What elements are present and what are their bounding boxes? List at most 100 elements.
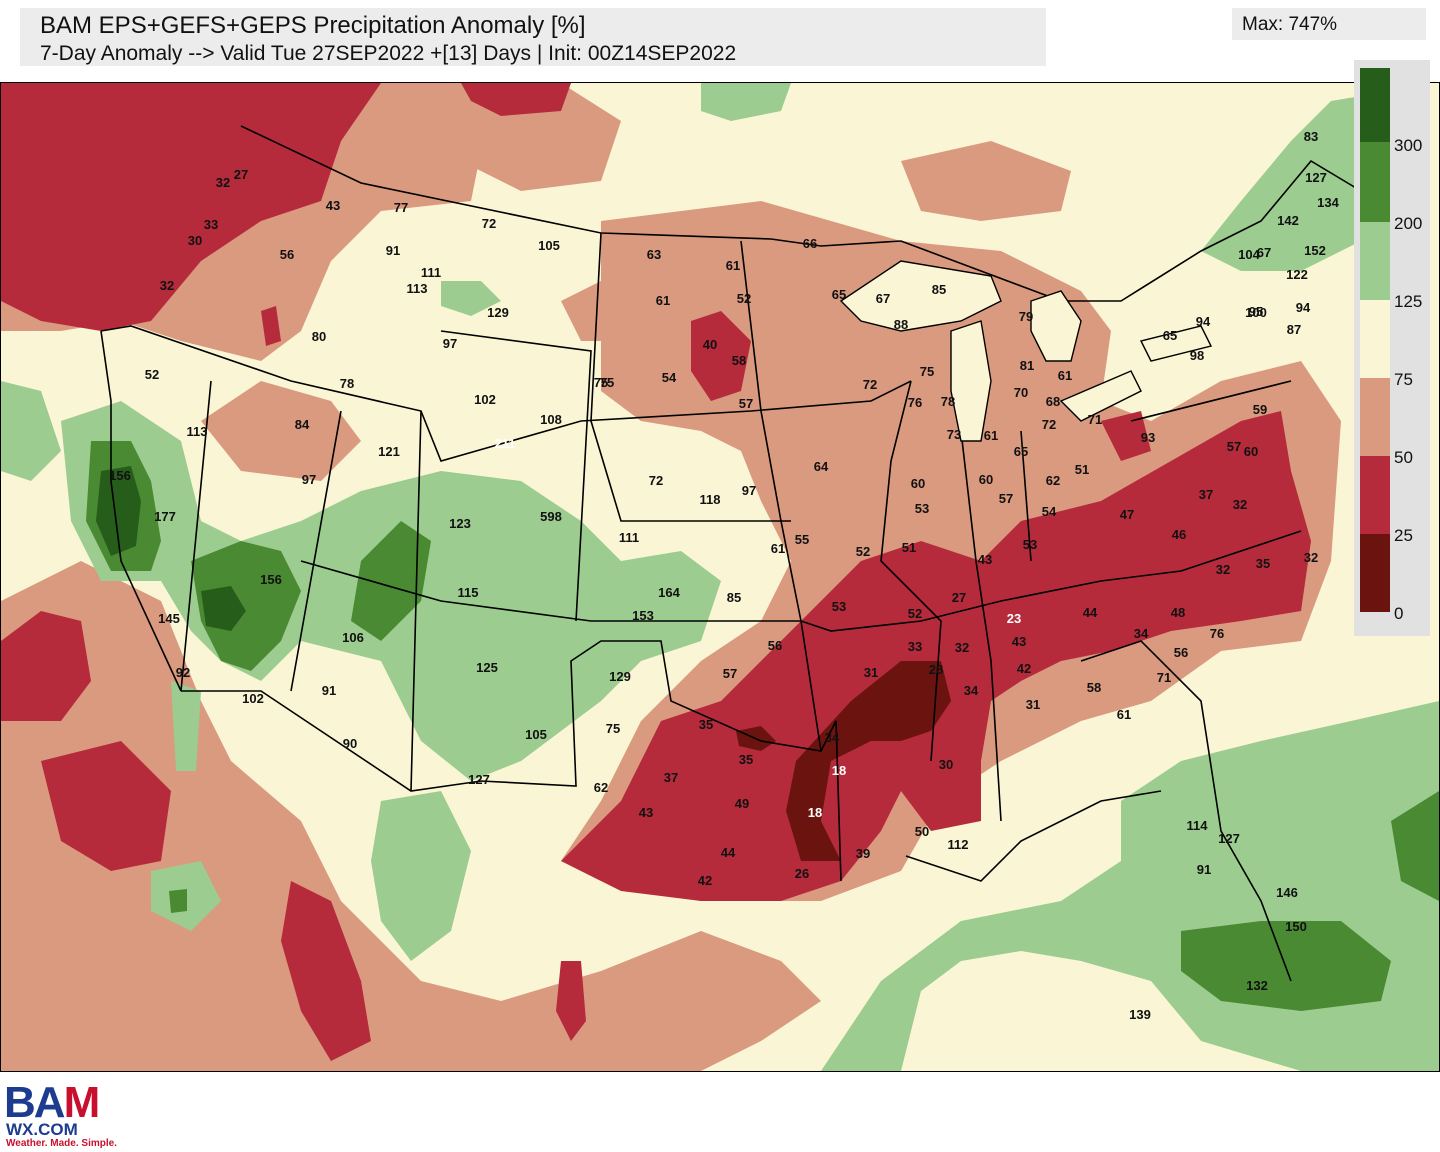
- station-value: 64: [814, 459, 829, 474]
- station-value: 35: [739, 752, 753, 767]
- color-legend: 300 200 125 75 50 25 0: [1354, 60, 1430, 636]
- legend-tick-0: 0: [1394, 604, 1404, 623]
- legend-seg-0: [1360, 534, 1390, 612]
- station-value: 57: [999, 491, 1013, 506]
- station-value: 152: [1304, 243, 1326, 258]
- map-title: BAM EPS+GEFS+GEPS Precipitation Anomaly …: [40, 12, 586, 39]
- station-value: 102: [242, 691, 264, 706]
- station-value: 150: [1285, 919, 1307, 934]
- station-value: 54: [1042, 504, 1057, 519]
- station-value: 134: [1317, 195, 1339, 210]
- legend-seg-75: [1360, 300, 1390, 378]
- station-value: 73: [947, 427, 961, 442]
- station-value: 56: [280, 247, 294, 262]
- station-value: 598: [540, 509, 562, 524]
- station-value: 31: [864, 665, 878, 680]
- bamwx-logo: BAM WX.COM Weather. Made. Simple.: [2, 1074, 142, 1150]
- station-value: 112: [948, 837, 969, 852]
- station-value: 56: [1174, 645, 1188, 660]
- station-value: 50: [915, 824, 929, 839]
- station-value: 91: [322, 683, 336, 698]
- legend-tick-125: 125: [1394, 292, 1423, 311]
- station-value: 49: [735, 796, 749, 811]
- station-value: 91: [1197, 862, 1211, 877]
- station-value: 104: [1238, 247, 1260, 262]
- station-value: 87: [1287, 322, 1301, 337]
- station-value: 88: [894, 317, 908, 332]
- station-value: 129: [487, 305, 509, 320]
- station-value: 66: [803, 236, 817, 251]
- station-value: 164: [658, 585, 680, 600]
- station-value: 61: [771, 541, 785, 556]
- station-value: 111: [619, 530, 639, 545]
- station-value: 75: [920, 364, 934, 379]
- station-value: 32: [1233, 497, 1247, 512]
- station-value: 37: [664, 770, 678, 785]
- logo-mark: BAM: [4, 1078, 100, 1127]
- station-value: 76: [908, 395, 922, 410]
- station-value: 75: [600, 375, 614, 390]
- legend-tick-25: 25: [1394, 526, 1413, 545]
- mississippi-river: [880, 380, 942, 762]
- southeast-coast: [1080, 640, 1292, 982]
- gulf-coast: [905, 790, 1162, 882]
- station-value: 27: [234, 167, 248, 182]
- station-value: 105: [525, 727, 547, 742]
- station-value: 57: [1227, 439, 1241, 454]
- station-value: 115: [458, 585, 479, 600]
- station-value: 34: [964, 683, 979, 698]
- station-value: 44: [721, 845, 736, 860]
- dakotas-nebraska: [590, 232, 791, 522]
- station-value: 113: [187, 424, 208, 439]
- station-value: 97: [302, 472, 316, 487]
- station-value: 52: [856, 544, 870, 559]
- station-value: 156: [109, 468, 131, 483]
- station-value: 61: [1058, 368, 1072, 383]
- max-box: Max: 747%: [1232, 8, 1426, 40]
- station-value: 32: [955, 640, 969, 655]
- station-value: 30: [188, 233, 202, 248]
- station-value: 57: [739, 396, 753, 411]
- station-value: 61: [726, 258, 740, 273]
- legend-seg-25: [1360, 456, 1390, 534]
- station-value: 121: [378, 444, 400, 459]
- station-value: 37: [1199, 487, 1213, 502]
- station-value: 43: [978, 552, 992, 567]
- legend-seg-200: [1360, 142, 1390, 222]
- station-value: 28: [929, 662, 943, 677]
- station-value: 32: [160, 278, 174, 293]
- station-value: 105: [538, 238, 560, 253]
- max-label: Max: 747%: [1242, 14, 1338, 35]
- station-value: 91: [386, 243, 400, 258]
- station-value: 84: [295, 417, 310, 432]
- lake-michigan: [950, 320, 992, 442]
- legend-tick-300: 300: [1394, 136, 1423, 155]
- station-value: 93: [1141, 430, 1155, 445]
- station-value: 26: [795, 866, 809, 881]
- station-value: 102: [474, 392, 496, 407]
- station-value: 51: [1075, 462, 1089, 477]
- station-value: 60: [1244, 444, 1258, 459]
- station-value: 59: [1253, 402, 1267, 417]
- station-value: 85: [727, 590, 741, 605]
- map-panel: 27 32 33 30 32 43 56 77 72 105 91 111 113 129 80 52 78 97…: [0, 82, 1440, 1072]
- northern-tier-lines: [100, 325, 912, 462]
- station-value: 33: [204, 217, 218, 232]
- station-value: 48: [1171, 605, 1185, 620]
- station-value: 98: [1190, 348, 1204, 363]
- station-value: 156: [260, 572, 282, 587]
- station-value: 43: [326, 198, 340, 213]
- lake-erie: [1059, 370, 1142, 422]
- anomaly-map: 2732333032435677721059111111312980527897…: [1, 83, 1439, 1071]
- station-value: 113: [407, 281, 428, 296]
- station-value: 35: [1256, 556, 1270, 571]
- station-value: 33: [908, 639, 922, 654]
- station-value: 68: [1046, 394, 1060, 409]
- station-value: 53: [832, 599, 846, 614]
- station-value: 100: [1245, 305, 1267, 320]
- station-value: 67: [876, 291, 890, 306]
- station-value: 53: [1023, 537, 1037, 552]
- station-value: 62: [594, 780, 608, 795]
- station-value: 56: [768, 638, 782, 653]
- boundaries: [100, 125, 1362, 982]
